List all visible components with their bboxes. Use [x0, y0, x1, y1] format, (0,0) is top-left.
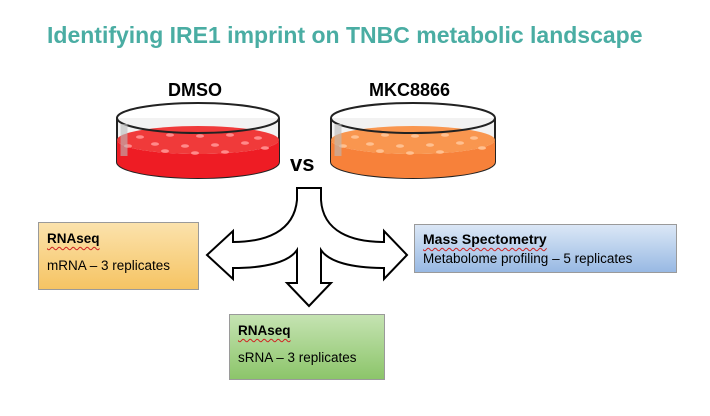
- mass-spec-heading: Mass Spectometry: [423, 231, 547, 247]
- rnaseq-srna-heading: RNAseq: [238, 323, 291, 338]
- rnaseq-srna-box: RNAseq sRNA – 3 replicates: [229, 314, 385, 380]
- mass-spec-detail: Metabolome profiling – 5 replicates: [423, 251, 633, 266]
- rnaseq-srna-detail: sRNA – 3 replicates: [238, 350, 357, 365]
- mkc8866-label: MKC8866: [369, 80, 451, 100]
- rnaseq-mrna-heading: RNAseq: [47, 231, 100, 246]
- mkc8866-petri-dish: [330, 102, 496, 179]
- rnaseq-mrna-detail: mRNA – 3 replicates: [47, 258, 171, 273]
- diagram-title: Identifying IRE1 imprint on TNBC metabol…: [47, 22, 643, 48]
- mkc8866-cells: [339, 133, 486, 155]
- dmso-medium: [117, 140, 279, 178]
- dmso-label: DMSO: [168, 80, 222, 100]
- dmso-cells: [124, 133, 269, 155]
- dmso-petri-dish: [116, 102, 280, 179]
- mass-spec-box: Mass Spectometry Metabolome profiling – …: [414, 224, 677, 273]
- vs-label: vs: [290, 151, 315, 176]
- rnaseq-mrna-box: RNAseq mRNA – 3 replicates: [38, 222, 199, 290]
- split-arrow: [205, 187, 409, 308]
- mkc8866-medium: [331, 140, 495, 178]
